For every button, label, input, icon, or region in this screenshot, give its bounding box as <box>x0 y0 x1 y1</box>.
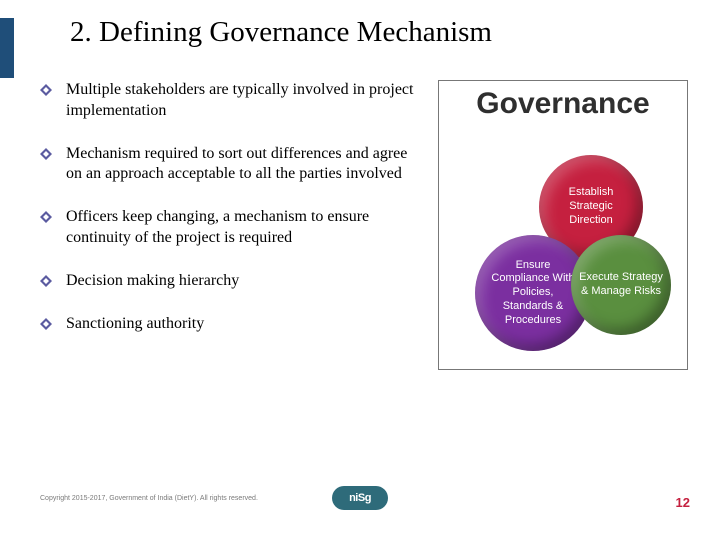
governance-figure: Governance Establish Strategic Direction… <box>438 80 688 370</box>
diamond-bullet-icon <box>40 318 52 330</box>
bullet-list: Multiple stakeholders are typically invo… <box>40 80 420 356</box>
diamond-bullet-icon <box>40 211 52 223</box>
copyright-text: Copyright 2015-2017, Government of India… <box>40 495 258 502</box>
venn-circle: Execute Strategy & Manage Risks <box>571 235 671 335</box>
bullet-item: Decision making hierarchy <box>40 271 420 292</box>
bullet-item: Sanctioning authority <box>40 314 420 335</box>
diamond-bullet-icon <box>40 275 52 287</box>
slide: 2. Defining Governance Mechanism Multipl… <box>0 0 720 540</box>
bullet-item: Officers keep changing, a mechanism to e… <box>40 207 420 249</box>
footer-logo: niSg <box>332 486 388 510</box>
bullet-item: Mechanism required to sort out differenc… <box>40 144 420 186</box>
diamond-bullet-icon <box>40 148 52 160</box>
bullet-text: Multiple stakeholders are typically invo… <box>66 80 420 122</box>
page-number: 12 <box>676 495 690 510</box>
diamond-bullet-icon <box>40 84 52 96</box>
bullet-text: Sanctioning authority <box>66 314 204 335</box>
venn-circle-label: Establish Strategic Direction <box>547 186 635 227</box>
venn-circle-label: Execute Strategy & Manage Risks <box>579 271 663 299</box>
figure-title: Governance <box>439 87 687 121</box>
bullet-item: Multiple stakeholders are typically invo… <box>40 80 420 122</box>
title-accent-bar <box>0 18 14 78</box>
bullet-text: Mechanism required to sort out differenc… <box>66 144 420 186</box>
slide-title: 2. Defining Governance Mechanism <box>70 16 680 49</box>
venn-diagram: Establish Strategic Direction Ensure Comp… <box>453 155 673 355</box>
bullet-text: Decision making hierarchy <box>66 271 239 292</box>
venn-circle-label: Ensure Compliance With Policies, Standar… <box>487 259 579 328</box>
bullet-text: Officers keep changing, a mechanism to e… <box>66 207 420 249</box>
